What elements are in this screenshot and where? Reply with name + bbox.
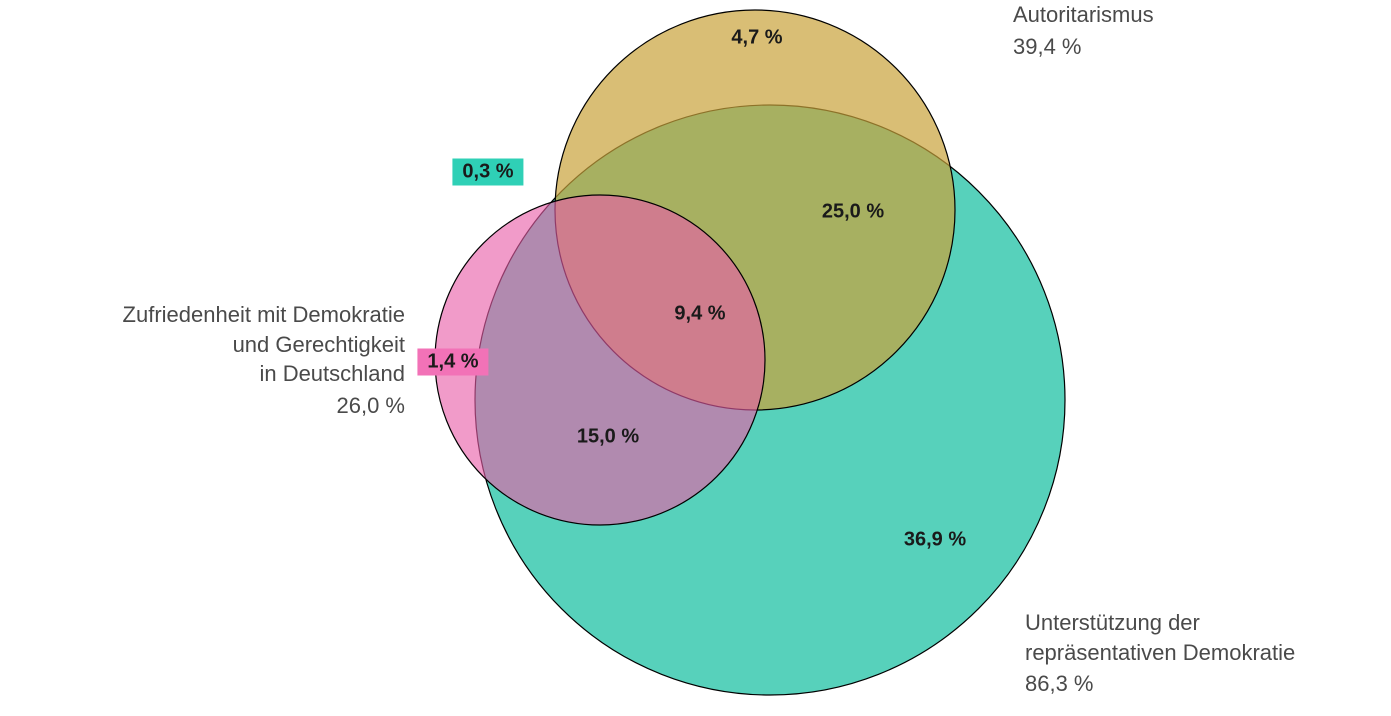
region-all-three: 9,4 %: [674, 303, 725, 326]
label-demokratie: Unterstützung der repräsentativen Demokr…: [1025, 608, 1295, 699]
label-zufriedenheit-l3: in Deutschland: [259, 361, 405, 386]
label-demokratie-pct: 86,3 %: [1025, 669, 1295, 699]
region-gold-only: 4,7 %: [731, 27, 782, 50]
label-autoritarismus-pct: 39,4 %: [1013, 32, 1154, 62]
region-gold-teal: 25,0 %: [822, 201, 884, 224]
label-zufriedenheit: Zufriedenheit mit Demokratie und Gerecht…: [123, 300, 405, 421]
label-demokratie-l1: Unterstützung der: [1025, 610, 1200, 635]
label-zufriedenheit-l1: Zufriedenheit mit Demokratie: [123, 302, 405, 327]
region-teal-only-big: 36,9 %: [904, 529, 966, 552]
label-zufriedenheit-l2: und Gerechtigkeit: [233, 332, 405, 357]
region-pink-teal: 15,0 %: [577, 426, 639, 449]
label-autoritarismus-text: Autoritarismus: [1013, 2, 1154, 27]
label-demokratie-l2: repräsentativen Demokratie: [1025, 640, 1295, 665]
region-pink-only: 1,4 %: [417, 349, 488, 376]
venn-diagram: Autoritarismus 39,4 % Zufriedenheit mit …: [0, 0, 1391, 716]
label-autoritarismus: Autoritarismus 39,4 %: [1013, 0, 1154, 61]
region-teal-only-small: 0,3 %: [452, 159, 523, 186]
label-zufriedenheit-pct: 26,0 %: [123, 391, 405, 421]
